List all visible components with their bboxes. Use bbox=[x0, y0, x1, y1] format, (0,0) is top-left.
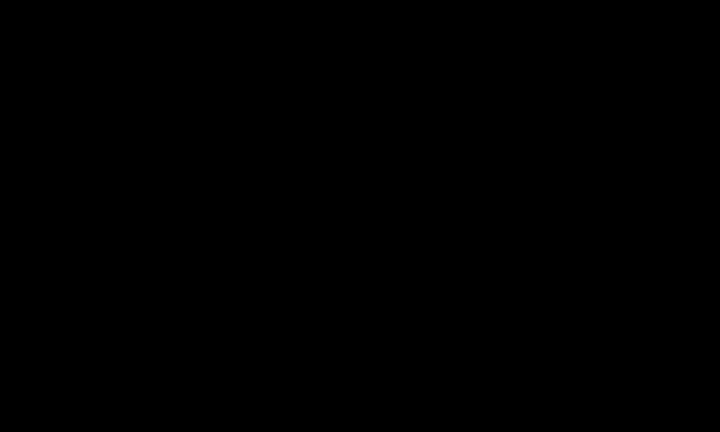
spectrum-chart bbox=[0, 0, 720, 432]
figure-background bbox=[0, 0, 720, 432]
figure bbox=[0, 0, 720, 432]
